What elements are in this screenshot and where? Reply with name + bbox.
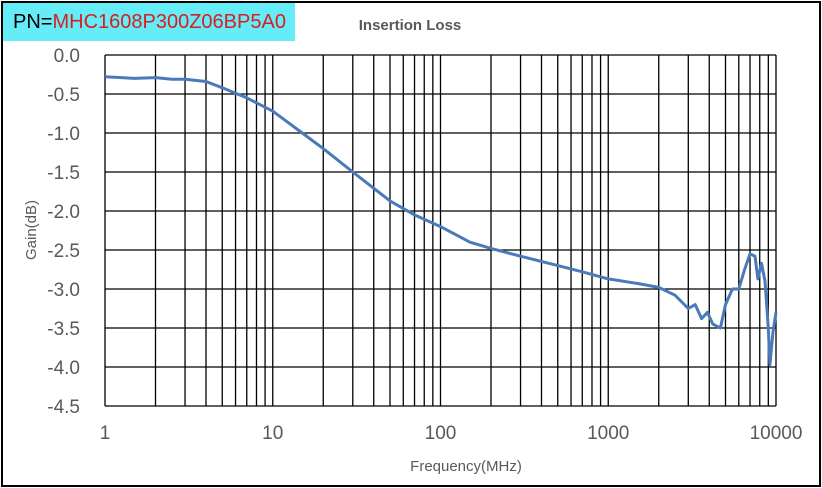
y-tick-label: -3.0: [47, 280, 80, 301]
y-tick-label: 0.0: [54, 46, 80, 67]
y-tick-label: -4.0: [47, 358, 80, 379]
series-line: [104, 75, 778, 367]
x-axis-label: Frequency(MHz): [410, 458, 522, 475]
y-axis-label: Gain(dB): [23, 200, 40, 260]
part-number-value: MHC1608P300Z06BP5A0: [52, 11, 286, 33]
x-tick-label: 10000: [750, 423, 803, 444]
y-tick-label: -3.5: [47, 319, 80, 340]
y-tick-label: -2.0: [47, 202, 80, 223]
y-tick-label: -0.5: [47, 85, 80, 106]
y-tick-label: -2.5: [47, 241, 80, 262]
chart-title: Insertion Loss: [359, 17, 462, 34]
x-tick-label: 10: [262, 423, 283, 444]
part-number-label: PN=MHC1608P300Z06BP5A0: [3, 3, 295, 41]
x-tick-label: 100: [425, 423, 457, 444]
x-tick-label: 1000: [587, 423, 629, 444]
y-tick-label: -1.0: [47, 124, 80, 145]
x-tick-label: 1: [100, 423, 111, 444]
y-tick-label: -1.5: [47, 163, 80, 184]
y-tick-label: -4.5: [47, 397, 80, 418]
